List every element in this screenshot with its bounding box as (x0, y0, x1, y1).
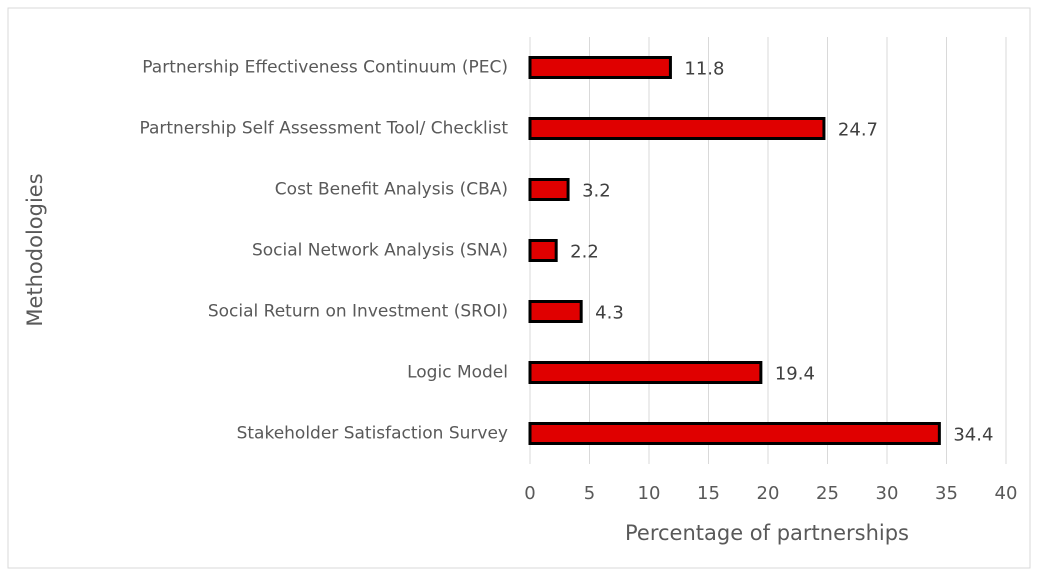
x-tick-label: 40 (995, 483, 1018, 504)
x-tick-label: 15 (697, 483, 720, 504)
bar (528, 300, 583, 323)
y-axis-title: Methodologies (23, 173, 47, 326)
y-tick-label: Partnership Self Assessment Tool/ Checkl… (140, 119, 509, 139)
y-tick-label: Logic Model (407, 363, 508, 383)
bar (528, 178, 570, 201)
x-tick-label: 25 (816, 483, 839, 504)
y-tick-label: Partnership Effectiveness Continuum (PEC… (142, 58, 508, 78)
bar (528, 422, 941, 445)
bar (528, 239, 558, 262)
x-tick-label: 35 (935, 483, 958, 504)
x-tick-label: 30 (876, 483, 899, 504)
y-tick-label: Social Return on Investment (SROI) (208, 302, 508, 322)
y-tick-label: Stakeholder Satisfaction Survey (237, 424, 508, 444)
x-tick-label: 5 (584, 483, 595, 504)
y-tick-label: Cost Benefit Analysis (CBA) (275, 180, 508, 200)
x-tick-label: 20 (757, 483, 780, 504)
bar (528, 117, 826, 140)
x-tick-label: 10 (638, 483, 661, 504)
value-label: 2.2 (570, 242, 599, 263)
value-label: 11.8 (684, 59, 724, 80)
value-label: 3.2 (582, 181, 611, 202)
bar (528, 56, 672, 79)
x-axis-title: Percentage of partnerships (625, 521, 909, 545)
x-tick-label: 0 (524, 483, 535, 504)
y-tick-label: Social Network Analysis (SNA) (252, 241, 508, 261)
value-label: 4.3 (595, 303, 624, 324)
chart-border (7, 7, 1031, 569)
bar (528, 361, 763, 384)
value-label: 34.4 (953, 425, 993, 446)
value-label: 24.7 (838, 120, 878, 141)
value-label: 19.4 (775, 364, 815, 385)
